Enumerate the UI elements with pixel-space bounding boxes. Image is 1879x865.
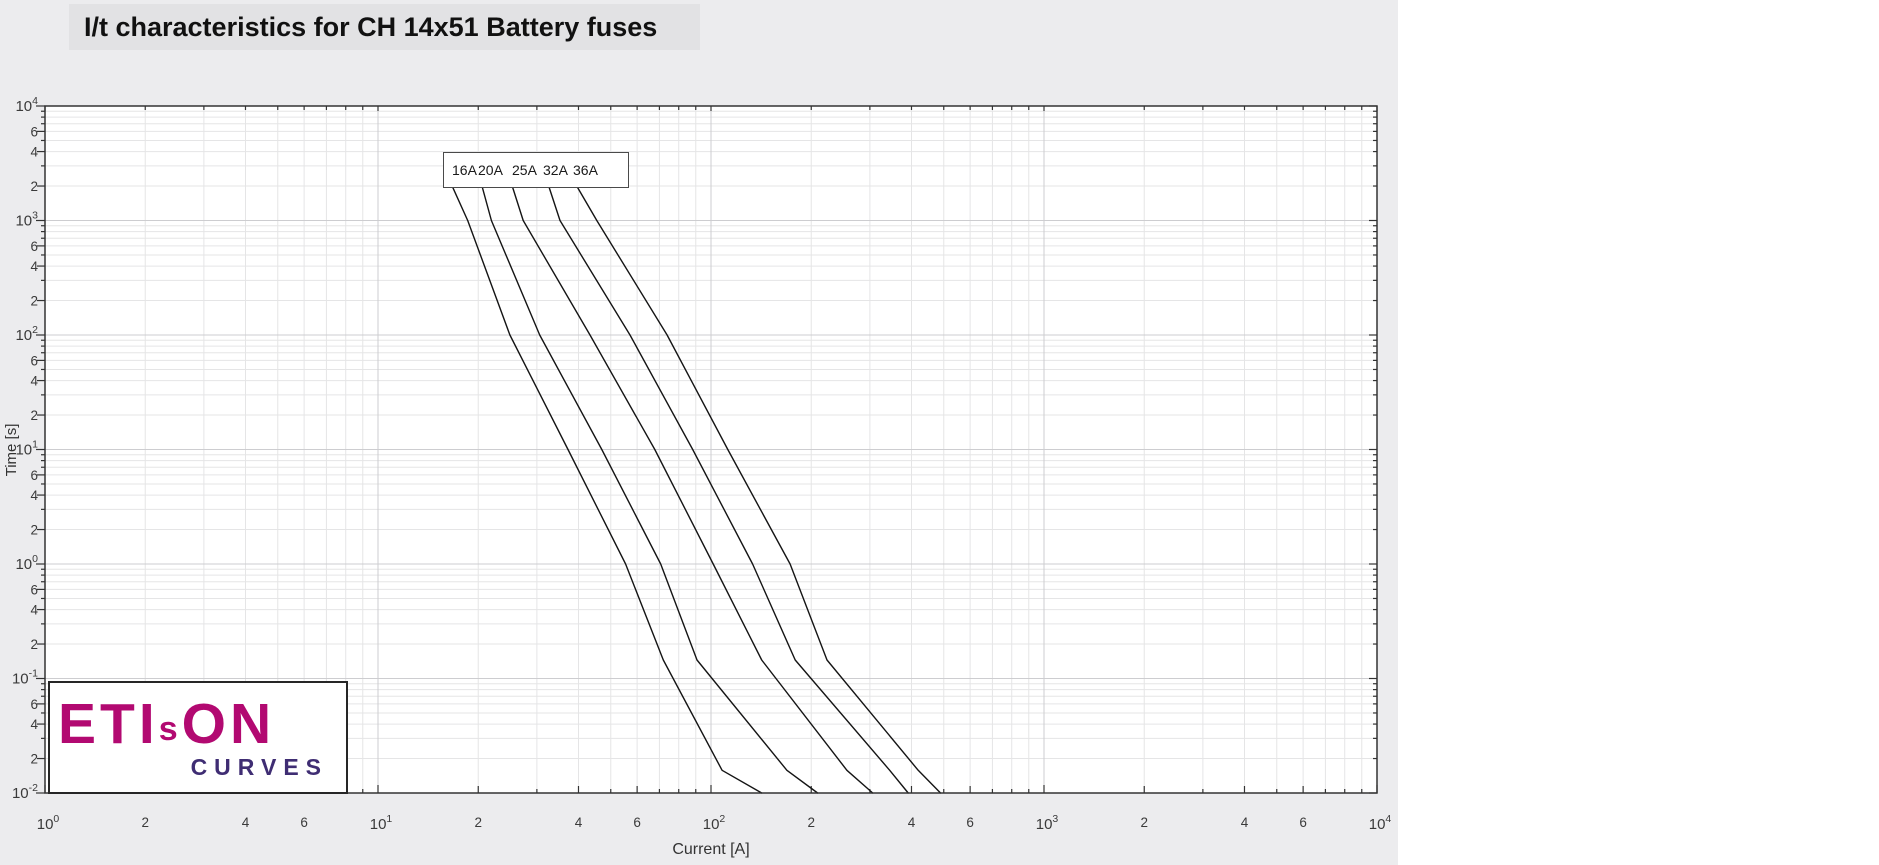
svg-text:2: 2 — [30, 408, 38, 423]
svg-text:104: 104 — [1369, 813, 1392, 833]
svg-text:100: 100 — [37, 813, 60, 833]
grid-major-lines — [45, 106, 1377, 793]
svg-text:4: 4 — [30, 603, 38, 618]
page-title: I/t characteristics for CH 14x51 Battery… — [84, 12, 658, 42]
y-axis-title: Time [s] — [3, 423, 20, 477]
logo-curves-text: CURVES — [190, 754, 328, 780]
logo-s-text: s — [158, 710, 182, 748]
svg-text:6: 6 — [30, 239, 38, 254]
x-axis-title: Current [A] — [672, 841, 750, 858]
svg-text:2: 2 — [1140, 815, 1148, 830]
fuse-curve-25A — [512, 187, 874, 794]
svg-text:6: 6 — [1299, 815, 1307, 830]
svg-text:2: 2 — [30, 523, 38, 538]
svg-text:6: 6 — [966, 815, 974, 830]
legend-label-36A: 36A — [573, 162, 598, 178]
svg-text:103: 103 — [1036, 813, 1059, 833]
svg-text:2: 2 — [141, 815, 149, 830]
svg-text:103: 103 — [15, 210, 38, 230]
fuse-curve-20A — [481, 187, 819, 794]
logo-on-text: ON — [181, 692, 276, 756]
svg-text:2: 2 — [474, 815, 482, 830]
svg-text:6: 6 — [30, 697, 38, 712]
fuse-curve-16A — [452, 187, 763, 794]
svg-text:6: 6 — [30, 353, 38, 368]
svg-text:4: 4 — [30, 717, 38, 732]
svg-text:4: 4 — [30, 145, 38, 160]
svg-text:2: 2 — [807, 815, 815, 830]
svg-text:4: 4 — [908, 815, 916, 830]
fuse-curve-32A — [548, 187, 909, 794]
svg-text:2: 2 — [30, 637, 38, 652]
svg-text:101: 101 — [15, 439, 38, 459]
fuse-curves — [452, 187, 942, 794]
plot-frame — [44, 105, 1378, 794]
svg-text:101: 101 — [370, 813, 393, 833]
fuse-rating-legend: 16A 20A 25A 32A 36A — [443, 152, 629, 188]
svg-text:2: 2 — [30, 752, 38, 767]
svg-text:4: 4 — [30, 374, 38, 389]
etison-curves-logo: ETIsON CURVES — [48, 681, 348, 794]
svg-text:102: 102 — [703, 813, 726, 833]
axis-tick-labels: 100 2 4 6 101 2 4 6 102 2 4 6 103 2 4 6 104 104 6 4 2 103 6 4 2 1… — [12, 95, 1391, 833]
legend-label-16A: 16A — [452, 162, 477, 178]
chart-page: I/t characteristics for CH 14x51 Battery… — [0, 0, 1398, 865]
logo-eti-text: ETI — [58, 692, 159, 756]
svg-text:10-2: 10-2 — [12, 782, 38, 802]
svg-text:100: 100 — [15, 553, 38, 573]
svg-text:6: 6 — [30, 582, 38, 597]
fuse-curve-36A — [577, 187, 942, 794]
legend-label-20A: 20A — [478, 162, 503, 178]
title-strip: I/t characteristics for CH 14x51 Battery… — [69, 4, 700, 50]
svg-text:6: 6 — [300, 815, 308, 830]
svg-text:4: 4 — [30, 488, 38, 503]
legend-label-32A: 32A — [543, 162, 568, 178]
svg-text:104: 104 — [15, 95, 38, 115]
svg-text:6: 6 — [633, 815, 641, 830]
svg-text:4: 4 — [30, 259, 38, 274]
logo-etison-wordmark: ETIsON — [58, 696, 275, 753]
svg-text:10-1: 10-1 — [12, 668, 38, 688]
it-characteristics-plot: 100 2 4 6 101 2 4 6 102 2 4 6 103 2 4 6 104 104 6 4 2 103 6 4 2 1… — [12, 95, 1391, 833]
svg-text:4: 4 — [1241, 815, 1249, 830]
svg-text:4: 4 — [242, 815, 250, 830]
svg-text:6: 6 — [30, 124, 38, 139]
svg-text:102: 102 — [15, 324, 38, 344]
svg-text:2: 2 — [30, 294, 38, 309]
svg-text:4: 4 — [575, 815, 583, 830]
svg-text:6: 6 — [30, 468, 38, 483]
legend-label-25A: 25A — [512, 162, 537, 178]
svg-text:2: 2 — [30, 179, 38, 194]
